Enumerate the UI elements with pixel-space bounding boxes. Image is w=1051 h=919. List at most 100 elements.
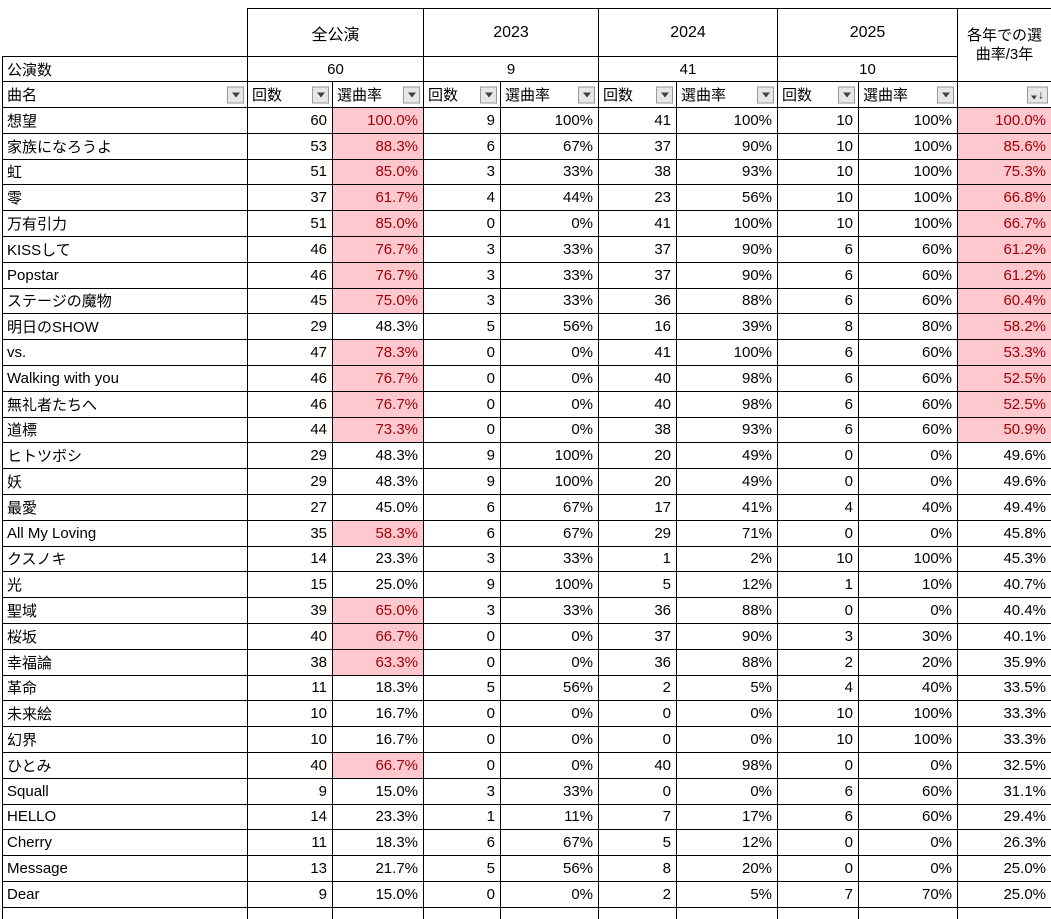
value-cell[interactable]: 38 (598, 158, 678, 186)
value-cell[interactable]: 0% (500, 390, 600, 418)
value-cell[interactable]: 66.7% (957, 210, 1051, 237)
value-cell[interactable]: 56% (676, 184, 779, 212)
value-cell[interactable]: 6 (423, 132, 502, 160)
value-cell[interactable]: 27 (247, 493, 333, 521)
song-name-cell[interactable]: Popstar (2, 261, 248, 289)
song-name-cell[interactable]: 妖 (2, 468, 248, 495)
value-cell[interactable]: 100% (500, 571, 600, 599)
value-cell[interactable]: 6 (777, 339, 860, 366)
value-cell[interactable]: 11 (247, 829, 333, 857)
value-cell[interactable]: 10 (777, 158, 860, 186)
value-cell[interactable]: 40 (598, 390, 678, 418)
song-name-cell[interactable]: クスノキ (2, 545, 248, 573)
value-cell[interactable]: 0 (423, 416, 502, 444)
value-cell[interactable]: 67% (500, 132, 600, 160)
value-cell[interactable]: 6 (777, 416, 860, 444)
value-cell[interactable]: 21.7% (331, 855, 425, 882)
value-cell[interactable]: 0% (858, 519, 959, 547)
value-cell[interactable]: 29 (247, 442, 333, 470)
value-cell[interactable]: 9 (247, 880, 333, 908)
value-cell[interactable]: 93% (676, 158, 779, 186)
value-cell[interactable]: 9 (247, 777, 333, 805)
value-cell[interactable]: 56% (500, 313, 600, 341)
value-cell[interactable]: 49.4% (957, 493, 1051, 521)
value-cell[interactable]: 60% (858, 777, 959, 805)
value-cell[interactable]: 5 (598, 829, 678, 857)
value-cell[interactable]: 100.0% (957, 107, 1051, 134)
value-cell[interactable]: 85.0% (331, 210, 425, 237)
value-cell[interactable]: 12% (676, 571, 779, 599)
value-cell[interactable]: 0 (423, 880, 502, 908)
value-cell[interactable]: 37 (598, 261, 678, 289)
value-cell[interactable]: 0 (777, 442, 860, 470)
value-cell[interactable]: 1 (598, 545, 678, 573)
song-name-cell[interactable]: vs. (2, 339, 248, 366)
value-cell[interactable]: 45.0% (331, 493, 425, 521)
value-cell[interactable]: 100% (500, 442, 600, 470)
value-cell[interactable]: 3 (423, 287, 502, 315)
value-cell[interactable]: 45.8% (957, 519, 1051, 547)
value-cell[interactable]: 2% (676, 545, 779, 573)
value-cell[interactable]: 90% (676, 235, 779, 263)
value-cell[interactable]: 100% (858, 107, 959, 134)
value-cell[interactable]: 0% (858, 751, 959, 779)
value-cell[interactable]: 40.7% (957, 571, 1051, 599)
song-name-cell[interactable]: Message (2, 855, 248, 882)
value-cell[interactable]: 49% (676, 468, 779, 495)
value-cell[interactable]: 44 (247, 416, 333, 444)
value-cell[interactable]: 30% (858, 622, 959, 650)
value-cell[interactable]: 40 (247, 751, 333, 779)
song-name-cell[interactable]: 最愛 (2, 493, 248, 521)
value-cell[interactable]: 52.5% (957, 364, 1051, 392)
value-cell[interactable]: 7 (598, 803, 678, 831)
value-cell[interactable]: 37 (598, 622, 678, 650)
song-name-cell[interactable]: Dear (2, 880, 248, 908)
value-cell[interactable]: 29 (598, 519, 678, 547)
value-cell[interactable]: 25.0% (957, 880, 1051, 908)
value-cell[interactable]: 16 (598, 313, 678, 341)
value-cell[interactable]: 61.2% (957, 235, 1051, 263)
value-cell[interactable]: 6 (423, 519, 502, 547)
value-cell[interactable]: 100% (858, 210, 959, 237)
value-cell[interactable]: 0% (500, 700, 600, 728)
column-header-count-2024[interactable]: 回数 (598, 81, 678, 108)
value-cell[interactable]: 10 (777, 210, 860, 237)
value-cell[interactable]: 9 (423, 571, 502, 599)
value-cell[interactable]: 25.0% (331, 571, 425, 599)
value-cell[interactable]: 10 (777, 184, 860, 212)
group-header-2024[interactable]: 2024 (598, 8, 779, 57)
value-cell[interactable]: 6 (777, 390, 860, 418)
value-cell[interactable]: 33% (500, 158, 600, 186)
value-cell[interactable]: 76.7% (331, 261, 425, 289)
value-cell[interactable]: 100% (858, 132, 959, 160)
value-cell[interactable]: 50.9% (957, 416, 1051, 444)
value-cell[interactable]: 0% (858, 829, 959, 857)
value-cell[interactable]: 61.2% (957, 261, 1051, 289)
value-cell[interactable]: 25.0% (957, 855, 1051, 882)
value-cell[interactable]: 98% (676, 751, 779, 779)
filter-dropdown-icon[interactable] (403, 86, 421, 103)
value-cell[interactable]: 3 (423, 158, 502, 186)
value-cell[interactable]: 60 (247, 107, 333, 134)
value-cell[interactable]: 12% (676, 829, 779, 857)
value-cell[interactable]: 10% (858, 571, 959, 599)
value-cell[interactable]: 0 (777, 597, 860, 624)
column-header-rate-2023[interactable]: 選曲率 (500, 81, 600, 108)
column-header-avg-sort[interactable]: ↓ (957, 81, 1051, 108)
value-cell[interactable]: 2 (598, 674, 678, 702)
value-cell[interactable]: 85.0% (331, 158, 425, 186)
value-cell[interactable]: 10 (777, 107, 860, 134)
value-cell[interactable]: 76.7% (331, 235, 425, 263)
value-cell[interactable]: 0% (858, 442, 959, 470)
value-cell[interactable]: 41 (598, 210, 678, 237)
value-cell[interactable]: 75.3% (957, 158, 1051, 186)
value-cell[interactable]: 23.3% (331, 545, 425, 573)
value-cell[interactable]: 33% (500, 597, 600, 624)
value-cell[interactable]: 48.3% (331, 468, 425, 495)
song-name-cell[interactable]: 万有引力 (2, 210, 248, 237)
value-cell[interactable]: 0% (500, 880, 600, 908)
value-cell[interactable]: 5% (676, 880, 779, 908)
performance-count-2023[interactable]: 9 (423, 56, 600, 82)
value-cell[interactable]: 0 (777, 855, 860, 882)
value-cell[interactable]: 0% (676, 700, 779, 728)
